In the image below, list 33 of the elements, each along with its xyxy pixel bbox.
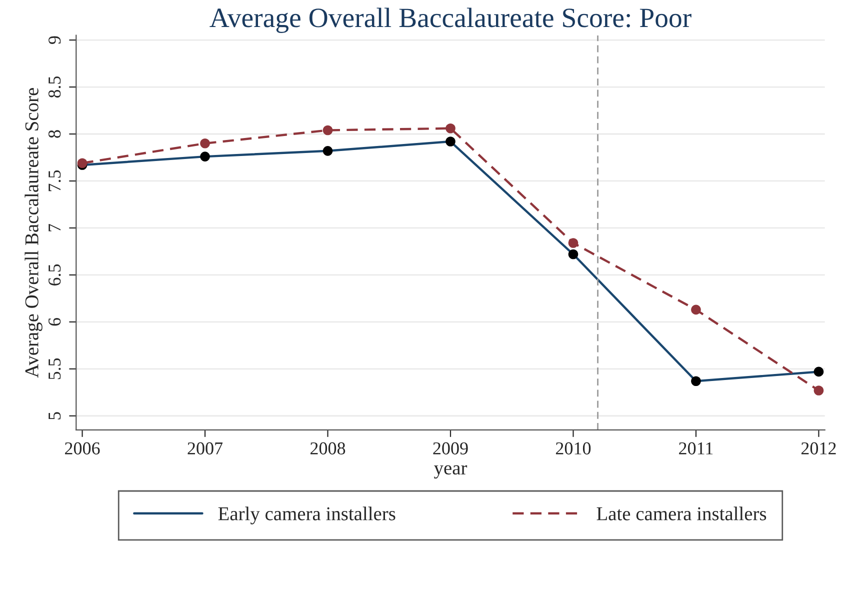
point (200, 152, 210, 162)
x-tick-label: 2009 (433, 442, 468, 454)
y-tick-label: 8 (48, 130, 61, 138)
point (446, 136, 456, 146)
x-tick-label: 2007 (188, 442, 223, 454)
x-tick-label: 2006 (65, 442, 100, 454)
chart-title: Average Overall Baccalaureate Score: Poor (210, 8, 692, 33)
y-tick-label: 7 (48, 224, 60, 232)
point (568, 238, 578, 248)
x-tick-label: 2012 (801, 442, 836, 454)
y-tick-label: 6 (48, 318, 61, 326)
point (814, 366, 824, 377)
legend-label: Early camera installers (218, 506, 396, 524)
x-axis-title: year (434, 465, 468, 479)
point (322, 125, 333, 136)
y-tick-label: 5 (48, 412, 61, 420)
y-axis-title: Average Overall Baccalaureate Score (24, 88, 42, 378)
x-tick-label: 2008 (310, 442, 346, 454)
y-tick-label: 7.5 (48, 170, 61, 192)
x-tick-label: 2011 (679, 442, 713, 454)
point (446, 123, 456, 134)
y-tick-label: 5.5 (48, 358, 61, 380)
point (200, 138, 210, 148)
point (568, 249, 578, 260)
point (691, 376, 701, 386)
legend-label: Late camera installers (596, 506, 766, 520)
point (322, 146, 333, 156)
x-tick-label: 2010 (556, 442, 591, 454)
point (691, 304, 701, 315)
y-tick-label: 8.5 (48, 76, 61, 98)
point (814, 386, 824, 396)
y-tick-label: 6.5 (48, 264, 61, 286)
y-tick-label: 9 (48, 36, 61, 44)
